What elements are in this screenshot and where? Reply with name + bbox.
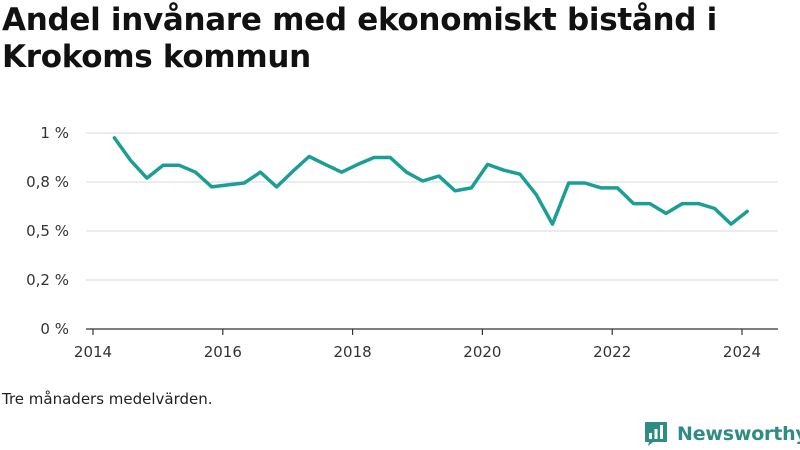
newsworthy-logo: Newsworthy xyxy=(644,420,800,448)
brand-name: Newsworthy xyxy=(677,423,800,445)
y-tick-label: 0,5 % xyxy=(26,222,69,240)
chart-note: Tre månaders medelvärden. xyxy=(2,390,213,408)
y-tick-label: 1 % xyxy=(40,124,69,142)
series-line xyxy=(112,136,749,226)
x-tick-label: 2016 xyxy=(204,343,242,361)
bar-chart-speech-bubble-icon xyxy=(645,422,667,446)
x-tick-label: 2020 xyxy=(463,343,501,361)
y-tick-label: 0 % xyxy=(40,320,69,338)
x-tick-label: 2024 xyxy=(723,343,761,361)
chart-title: Andel invånare med ekonomiskt bistånd i … xyxy=(2,2,717,75)
x-tick-label: 2014 xyxy=(74,343,112,361)
y-tick-label: 0,2 % xyxy=(26,271,69,289)
x-tick-label: 2018 xyxy=(334,343,372,361)
y-tick-label: 0,8 % xyxy=(26,173,69,191)
x-tick-label: 2022 xyxy=(593,343,631,361)
